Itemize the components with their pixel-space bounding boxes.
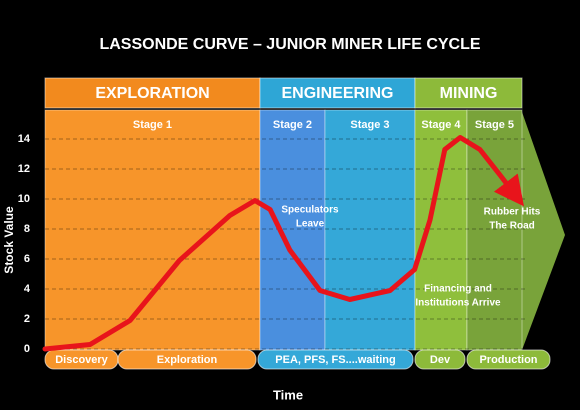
curve: [42, 135, 525, 352]
phase-header: [259, 77, 416, 109]
y-tick-label: 14: [18, 133, 31, 145]
period-label: Dev: [430, 354, 451, 366]
period-pill: [117, 349, 257, 370]
stage-label: Stage 4: [421, 119, 461, 131]
phase-header: [414, 77, 523, 109]
period-label: Discovery: [55, 354, 108, 366]
chart-title: LASSONDE CURVE – JUNIOR MINER LIFE CYCLE: [99, 36, 480, 53]
stage-column: [414, 109, 468, 351]
period-pill: [466, 349, 551, 370]
stage-label: Stage 2: [273, 119, 312, 131]
annotation: Rubber Hits: [484, 207, 541, 218]
y-tick-label: 8: [24, 223, 30, 235]
phase-header: [44, 77, 261, 109]
x-axis-label: Time: [273, 387, 303, 402]
phase-label: MINING: [440, 85, 498, 102]
y-tick-label: 12: [18, 163, 30, 175]
period-pill: [414, 349, 466, 370]
period-label: Exploration: [157, 354, 218, 366]
y-tick-label: 0: [24, 343, 30, 355]
y-tick-label: 2: [24, 313, 30, 325]
annotation: Institutions Arrive: [415, 298, 501, 309]
period-label: Production: [479, 354, 537, 366]
phase-label: ENGINEERING: [281, 85, 393, 102]
stage-label: Stage 1: [133, 119, 172, 131]
period-pill: [257, 349, 414, 370]
annotation: Financing and: [424, 284, 492, 295]
stage-column: [259, 109, 326, 351]
annotation: The Road: [489, 221, 535, 232]
y-tick-label: 10: [18, 193, 30, 205]
annotation: Leave: [296, 219, 325, 230]
annotation: Speculators: [281, 205, 339, 216]
arrow-tip: [522, 112, 565, 350]
stage-label: Stage 5: [475, 119, 514, 131]
period-label: PEA, PFS, FS....waiting: [275, 354, 395, 366]
y-tick-label: 6: [24, 253, 30, 265]
y-tick-label: 4: [24, 283, 31, 295]
y-axis-label: Stock Value: [2, 206, 16, 274]
phase-label: EXPLORATION: [95, 85, 209, 102]
stage-label: Stage 3: [350, 119, 389, 131]
stage-column: [324, 109, 416, 351]
stage-column: [44, 109, 261, 351]
